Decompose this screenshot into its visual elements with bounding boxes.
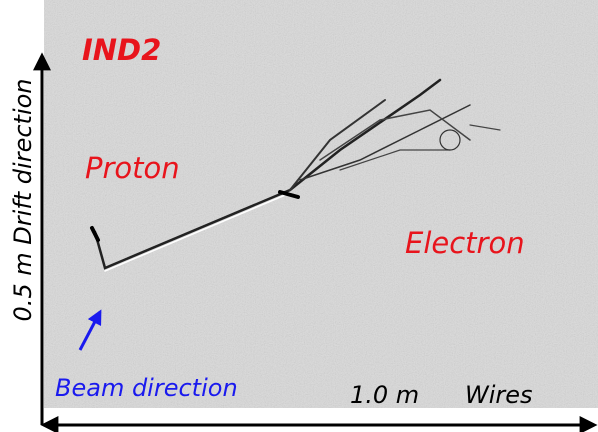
x-axis-label: Wires (465, 381, 533, 409)
detector-label: IND2 (82, 33, 161, 67)
event-display: IND2 Proton Electron Beam direction 1.0 … (0, 0, 598, 432)
proton-label: Proton (85, 151, 180, 185)
scale-label: 1.0 m (350, 381, 419, 409)
y-axis-label: 0.5 m Drift direction (9, 78, 37, 321)
electron-label: Electron (405, 226, 525, 260)
beam-label: Beam direction (55, 374, 238, 402)
